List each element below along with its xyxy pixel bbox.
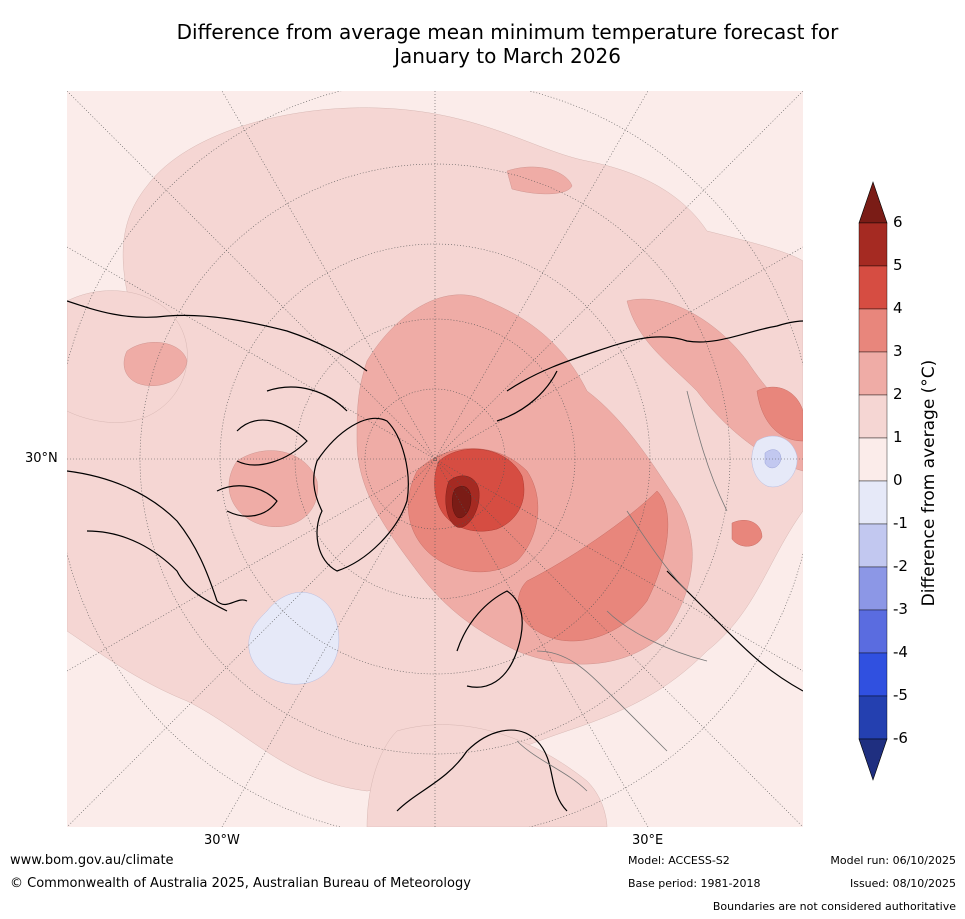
eurasia-north-coast [496,320,803,422]
colorbar-bin [858,609,888,654]
canada-arctic-coast [216,386,348,517]
colorbar-tick-label: 4 [893,299,903,317]
title-line-2: January to March 2026 [394,44,621,68]
colorbar-tick-label: -3 [893,600,908,618]
colorbar-tick-label: 5 [893,256,903,274]
greenland-coast [313,417,409,572]
colorbar-tick-label: 3 [893,342,903,360]
lat-label-30n: 30°N [25,451,58,466]
lon-label-30w: 30°W [204,833,240,848]
colorbar-tick-label: -5 [893,686,908,704]
graticule [67,91,803,827]
colorbar-bin [858,351,888,396]
meridian-45 [67,91,803,827]
border-5 [516,740,588,792]
anomaly-region-3-4-east [756,386,803,442]
footer-disclaimer: Boundaries are not considered authoritat… [712,900,956,913]
colorbar-extend-top [858,181,888,224]
map-title: Difference from average mean minimum tem… [0,20,965,68]
footer-copyright: © Commonwealth of Australia 2025, Austra… [10,876,471,891]
meridian-30 [221,91,649,827]
anomaly-region-2-3-pacific [506,166,573,195]
title-line-1: Difference from average mean minimum tem… [176,20,839,44]
colorbar-bin [858,695,888,740]
colorbar-bin [858,652,888,697]
colorbar [858,181,888,781]
footer-base-period: Base period: 1981-2018 [628,877,761,890]
colorbar-bin [858,265,888,310]
north-america-coast [67,300,368,606]
scandinavia-coast [456,590,523,688]
meridian-120 [67,246,803,672]
border-2 [606,610,708,662]
anomaly-region-2-3-west [228,450,318,528]
colorbar-tick-label: -4 [893,643,908,661]
anomaly-region-neg-0-1-atlantic [248,592,340,685]
colorbar-bin [858,437,888,482]
footer-model: Model: ACCESS-S2 [628,854,730,867]
colorbar-bin [858,308,888,353]
anomaly-region-3-4-russia [518,490,669,642]
meridian-60 [67,246,803,672]
europe-coast [396,729,568,812]
anomaly-region-3-4-asia [731,520,763,547]
colorbar-bin [858,394,888,439]
colorbar-title: Difference from average (°C) [919,359,939,607]
border-3 [626,510,688,592]
colorbar-bin [858,566,888,611]
footer-website: www.bom.gov.au/climate [10,853,174,868]
anomaly-region-1-2-south [366,724,608,827]
meridian-135 [67,91,803,827]
anomaly-region-2-3-siberia [626,298,803,472]
colorbar-extend-bottom [858,738,888,781]
footer-issued: Issued: 08/10/2025 [849,877,956,890]
colorbar-bin [858,480,888,525]
colorbar-tick-label: 6 [893,213,903,231]
colorbar-tick-label: -1 [893,514,908,532]
country-borders [516,390,728,792]
colorbar-bin [858,222,888,267]
meridian-150 [221,91,649,827]
alaska-coast [86,530,228,612]
colorbar-tick-label: -6 [893,729,908,747]
colorbar-tick-label: -2 [893,557,908,575]
anomaly-region-above-6 [452,486,472,519]
lon-label-30e: 30°E [632,833,664,848]
temperature-anomaly-map [67,91,803,827]
colorbar-tick-label: 2 [893,385,903,403]
colorbar-tick-label: 0 [893,471,903,489]
border-1 [536,650,668,752]
footer-model-run: Model run: 06/10/2025 [830,854,956,867]
colorbar-tick-label: 1 [893,428,903,446]
border-4 [686,390,728,512]
colorbar-bin [858,523,888,568]
